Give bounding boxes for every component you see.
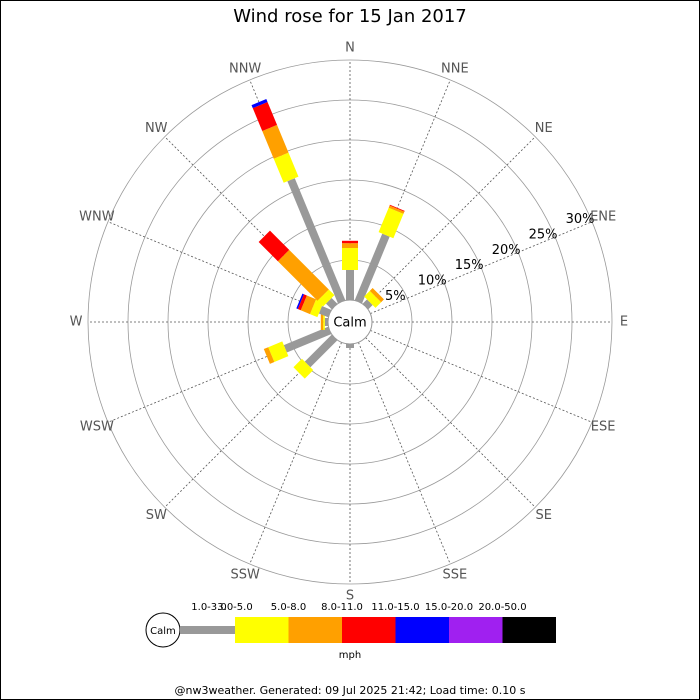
direction-label: S	[346, 589, 354, 604]
spoke	[365, 136, 536, 307]
spoke	[358, 342, 451, 565]
wind-segment	[309, 299, 324, 318]
wind-segment	[287, 178, 346, 304]
wind-segment	[378, 207, 404, 239]
spoke	[365, 337, 536, 508]
wind-segment	[346, 270, 354, 300]
wind-segment	[273, 152, 299, 183]
wind-segment	[324, 318, 328, 326]
direction-label: W	[70, 315, 83, 330]
spoke	[370, 221, 593, 314]
spoke	[370, 330, 593, 423]
unit-label: mph	[339, 650, 361, 661]
legend-swatch	[288, 617, 342, 643]
direction-label: SE	[536, 508, 552, 523]
wind-segment	[323, 314, 325, 330]
wind-segment	[342, 243, 358, 248]
wind-segment	[262, 124, 289, 159]
direction-label: N	[345, 41, 355, 56]
legend-swatch	[395, 617, 449, 643]
wind-segment	[263, 347, 275, 364]
wind-segment	[320, 314, 324, 330]
direction-label: WSW	[80, 419, 114, 434]
wind-segment	[342, 248, 358, 270]
chart-title: Wind rose for 15 Jan 2017	[233, 6, 467, 27]
r-tick-label: 25%	[529, 228, 558, 243]
legend-swatch	[180, 626, 235, 634]
legend-label: 20.0-50.0	[478, 602, 526, 613]
wind-segment	[346, 344, 354, 348]
wind-segment	[388, 205, 405, 214]
legend-label: 8.0-11.0	[321, 602, 363, 613]
calm-circle	[327, 299, 373, 345]
direction-label: SSW	[230, 568, 260, 583]
wind-segment	[364, 290, 382, 308]
wind-segment	[304, 334, 338, 368]
r-tick-label: 30%	[566, 212, 595, 227]
legend-calm-label: Calm	[150, 626, 176, 637]
wind-segment	[293, 358, 314, 379]
direction-label: ESE	[591, 419, 616, 434]
legend-label: 1.0-3.0	[191, 602, 226, 613]
wind-segment	[258, 230, 290, 262]
legend-swatch	[235, 617, 289, 643]
wind-segment	[296, 293, 304, 310]
wind-segment	[369, 288, 384, 303]
r-tick-label: 10%	[418, 273, 447, 288]
direction-label: WNW	[79, 210, 115, 225]
legend-swatch	[342, 617, 396, 643]
legend-label: 15.0-20.0	[425, 602, 473, 613]
spoke	[107, 221, 330, 314]
wind-segment	[297, 294, 307, 311]
r-tick-label: 5%	[385, 289, 406, 304]
direction-label: NE	[535, 121, 553, 136]
r-tick-label: 15%	[455, 258, 484, 273]
spoke	[249, 342, 342, 565]
wind-segment	[354, 233, 390, 304]
calm-label: Calm	[333, 316, 366, 331]
legend-label: 5.0-8.0	[271, 602, 306, 613]
wind-segment	[252, 102, 278, 132]
wind-segment	[317, 289, 335, 307]
wind-segment	[342, 240, 358, 244]
direction-label: NNW	[229, 61, 261, 76]
wind-segment	[268, 341, 289, 362]
wind-segment	[277, 249, 329, 301]
legend-label: 11.0-15.0	[371, 602, 419, 613]
legend-swatch	[502, 617, 556, 643]
direction-label: NW	[145, 121, 168, 136]
wind-segment	[362, 299, 373, 310]
grid-ring	[87, 59, 613, 585]
direction-label: SW	[146, 508, 167, 523]
legend-label: 3.0-5.0	[217, 602, 252, 613]
direction-label: NNE	[441, 61, 469, 76]
direction-label: SSE	[442, 568, 467, 583]
wind-segment	[251, 99, 268, 109]
r-tick-label: 20%	[492, 243, 521, 258]
wind-segment	[318, 306, 332, 318]
legend-swatch	[449, 617, 503, 643]
direction-label: ENE	[590, 210, 616, 225]
footer: @nw3weather. Generated: 09 Jul 2025 21:4…	[175, 684, 526, 697]
wind-segment	[283, 326, 332, 353]
wind-segment	[389, 204, 405, 212]
direction-label: E	[620, 315, 628, 330]
wind-segment	[300, 295, 317, 315]
